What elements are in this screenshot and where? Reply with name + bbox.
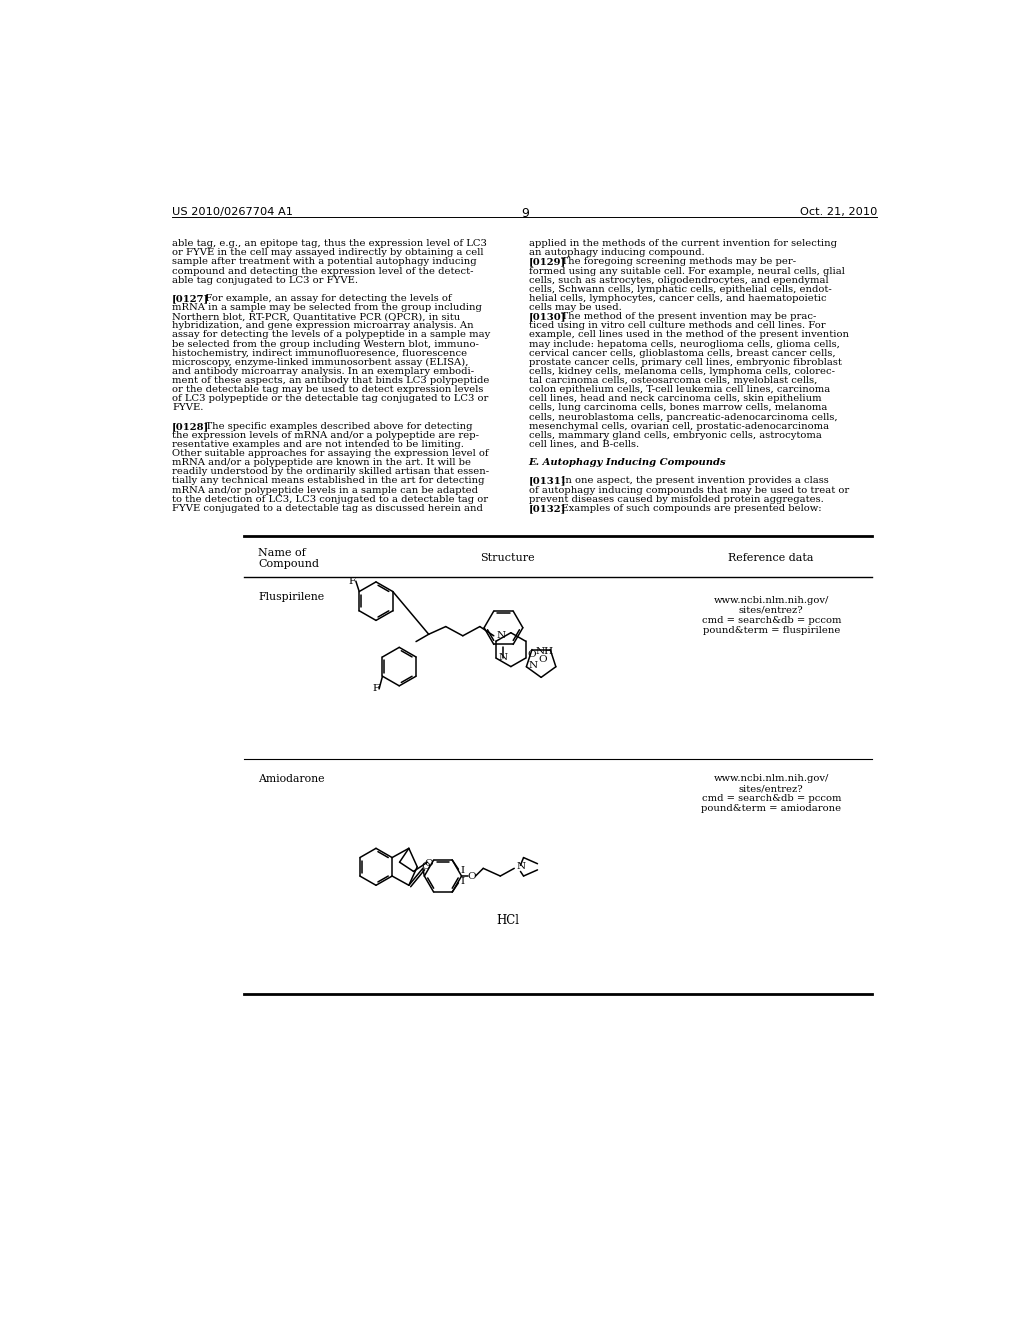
Text: cell lines, and B-cells.: cell lines, and B-cells. (528, 440, 639, 449)
Text: Reference data: Reference data (728, 553, 814, 564)
Text: assay for detecting the levels of a polypeptide in a sample may: assay for detecting the levels of a poly… (172, 330, 490, 339)
Text: example, cell lines used in the method of the present invention: example, cell lines used in the method o… (528, 330, 849, 339)
Text: cmd = search&db = pccom: cmd = search&db = pccom (701, 615, 841, 624)
Text: O: O (538, 655, 547, 664)
Text: and antibody microarray analysis. In an exemplary embodi-: and antibody microarray analysis. In an … (172, 367, 474, 376)
Text: cmd = search&db = pccom: cmd = search&db = pccom (701, 795, 841, 804)
Text: NH: NH (536, 647, 553, 656)
Text: Other suitable approaches for assaying the expression level of: Other suitable approaches for assaying t… (172, 449, 488, 458)
Text: Name of: Name of (258, 548, 306, 558)
Text: cells, lung carcinoma cells, bones marrow cells, melanoma: cells, lung carcinoma cells, bones marro… (528, 404, 827, 412)
Text: cells, mammary gland cells, embryonic cells, astrocytoma: cells, mammary gland cells, embryonic ce… (528, 430, 821, 440)
Text: Amiodarone: Amiodarone (258, 775, 325, 784)
Text: tially any technical means established in the art for detecting: tially any technical means established i… (172, 477, 484, 486)
Text: tal carcinoma cells, osteosarcoma cells, myeloblast cells,: tal carcinoma cells, osteosarcoma cells,… (528, 376, 817, 385)
Text: O: O (527, 649, 537, 659)
Text: sample after treatment with a potential autophagy inducing: sample after treatment with a potential … (172, 257, 477, 267)
Text: mRNA and/or polypeptide levels in a sample can be adapted: mRNA and/or polypeptide levels in a samp… (172, 486, 478, 495)
Text: mesenchymal cells, ovarian cell, prostatic-adenocarcinoma: mesenchymal cells, ovarian cell, prostat… (528, 422, 828, 430)
Text: F: F (349, 577, 356, 586)
Text: prevent diseases caused by misfolded protein aggregates.: prevent diseases caused by misfolded pro… (528, 495, 823, 504)
Text: Examples of such compounds are presented below:: Examples of such compounds are presented… (552, 504, 822, 513)
Text: may include: hepatoma cells, neuroglioma cells, glioma cells,: may include: hepatoma cells, neuroglioma… (528, 339, 840, 348)
Text: FYVE.: FYVE. (172, 404, 204, 412)
Text: O: O (424, 859, 433, 869)
Text: cell lines, head and neck carcinoma cells, skin epithelium: cell lines, head and neck carcinoma cell… (528, 395, 821, 404)
Text: Compound: Compound (258, 558, 319, 569)
Text: US 2010/0267704 A1: US 2010/0267704 A1 (172, 207, 293, 216)
Text: cells may be used.: cells may be used. (528, 304, 622, 312)
Text: For example, an assay for detecting the levels of: For example, an assay for detecting the … (196, 294, 452, 304)
Text: Oct. 21, 2010: Oct. 21, 2010 (800, 207, 878, 216)
Text: cells, neuroblastoma cells, pancreatic-adenocarcinoma cells,: cells, neuroblastoma cells, pancreatic-a… (528, 413, 838, 421)
Text: The foregoing screening methods may be per-: The foregoing screening methods may be p… (552, 257, 797, 267)
Text: cervical cancer cells, glioblastoma cells, breast cancer cells,: cervical cancer cells, glioblastoma cell… (528, 348, 836, 358)
Text: I: I (460, 876, 464, 886)
Text: of autophagy inducing compounds that may be used to treat or: of autophagy inducing compounds that may… (528, 486, 849, 495)
Text: an autophagy inducing compound.: an autophagy inducing compound. (528, 248, 705, 257)
Text: helial cells, lymphocytes, cancer cells, and haematopoietic: helial cells, lymphocytes, cancer cells,… (528, 294, 826, 304)
Text: [0127]: [0127] (172, 294, 210, 304)
Text: sites/entrez?: sites/entrez? (739, 784, 804, 793)
Text: Northern blot, RT-PCR, Quantitative PCR (QPCR), in situ: Northern blot, RT-PCR, Quantitative PCR … (172, 313, 461, 321)
Text: formed using any suitable cell. For example, neural cells, glial: formed using any suitable cell. For exam… (528, 267, 845, 276)
Text: [0132]: [0132] (528, 504, 566, 513)
Text: pound&term = amiodarone: pound&term = amiodarone (701, 804, 842, 813)
Text: pound&term = fluspirilene: pound&term = fluspirilene (702, 626, 840, 635)
Text: The method of the present invention may be prac-: The method of the present invention may … (552, 313, 816, 321)
Text: 9: 9 (521, 207, 528, 220)
Text: to the detection of LC3, LC3 conjugated to a detectable tag or: to the detection of LC3, LC3 conjugated … (172, 495, 488, 504)
Text: applied in the methods of the current invention for selecting: applied in the methods of the current in… (528, 239, 837, 248)
Text: colon epithelium cells, T-cell leukemia cell lines, carcinoma: colon epithelium cells, T-cell leukemia … (528, 385, 829, 395)
Text: the expression levels of mRNA and/or a polypeptide are rep-: the expression levels of mRNA and/or a p… (172, 430, 479, 440)
Text: HCl: HCl (497, 915, 519, 927)
Text: www.ncbi.nlm.nih.gov/: www.ncbi.nlm.nih.gov/ (714, 775, 829, 783)
Text: be selected from the group including Western blot, immuno-: be selected from the group including Wes… (172, 339, 479, 348)
Text: resentative examples and are not intended to be limiting.: resentative examples and are not intende… (172, 440, 464, 449)
Text: compound and detecting the expression level of the detect-: compound and detecting the expression le… (172, 267, 474, 276)
Text: cells, Schwann cells, lymphatic cells, epithelial cells, endot-: cells, Schwann cells, lymphatic cells, e… (528, 285, 831, 294)
Text: ticed using in vitro cell culture methods and cell lines. For: ticed using in vitro cell culture method… (528, 321, 825, 330)
Text: [0128]: [0128] (172, 422, 210, 430)
Text: hybridization, and gene expression microarray analysis. An: hybridization, and gene expression micro… (172, 321, 474, 330)
Text: In one aspect, the present invention provides a class: In one aspect, the present invention pro… (552, 477, 828, 486)
Text: able tag, e.g., an epitope tag, thus the expression level of LC3: able tag, e.g., an epitope tag, thus the… (172, 239, 487, 248)
Text: histochemistry, indirect immunofluoresence, fluorescence: histochemistry, indirect immunofluoresen… (172, 348, 467, 358)
Text: readily understood by the ordinarily skilled artisan that essen-: readily understood by the ordinarily ski… (172, 467, 489, 477)
Text: ment of these aspects, an antibody that binds LC3 polypeptide: ment of these aspects, an antibody that … (172, 376, 489, 385)
Text: N: N (496, 631, 505, 639)
Text: [0130]: [0130] (528, 313, 566, 321)
Text: FYVE conjugated to a detectable tag as discussed herein and: FYVE conjugated to a detectable tag as d… (172, 504, 483, 513)
Text: www.ncbi.nlm.nih.gov/: www.ncbi.nlm.nih.gov/ (714, 595, 829, 605)
Text: [0129]: [0129] (528, 257, 566, 267)
Text: sites/entrez?: sites/entrez? (739, 606, 804, 615)
Text: or FYVE in the cell may assayed indirectly by obtaining a cell: or FYVE in the cell may assayed indirect… (172, 248, 483, 257)
Text: E. Autophagy Inducing Compounds: E. Autophagy Inducing Compounds (528, 458, 726, 467)
Text: prostate cancer cells, primary cell lines, embryonic fibroblast: prostate cancer cells, primary cell line… (528, 358, 842, 367)
Text: I: I (460, 866, 464, 875)
Text: microscopy, enzyme-linked immunosorbent assay (ELISA),: microscopy, enzyme-linked immunosorbent … (172, 358, 469, 367)
Text: O: O (468, 871, 476, 880)
Text: O: O (421, 862, 430, 871)
Text: of LC3 polypeptide or the detectable tag conjugated to LC3 or: of LC3 polypeptide or the detectable tag… (172, 395, 488, 404)
Text: N: N (499, 653, 508, 663)
Text: mRNA in a sample may be selected from the group including: mRNA in a sample may be selected from th… (172, 304, 482, 312)
Text: cells, such as astrocytes, oligodendrocytes, and ependymal: cells, such as astrocytes, oligodendrocy… (528, 276, 828, 285)
Text: cells, kidney cells, melanoma cells, lymphoma cells, colorec-: cells, kidney cells, melanoma cells, lym… (528, 367, 835, 376)
Text: F: F (372, 685, 379, 693)
Text: Structure: Structure (480, 553, 536, 564)
Text: able tag conjugated to LC3 or FYVE.: able tag conjugated to LC3 or FYVE. (172, 276, 358, 285)
Text: mRNA and/or a polypeptide are known in the art. It will be: mRNA and/or a polypeptide are known in t… (172, 458, 471, 467)
Text: [0131]: [0131] (528, 477, 566, 486)
Text: or the detectable tag may be used to detect expression levels: or the detectable tag may be used to det… (172, 385, 483, 395)
Text: N: N (516, 862, 525, 871)
Text: N: N (528, 661, 538, 669)
Text: The specific examples described above for detecting: The specific examples described above fo… (196, 422, 472, 430)
Text: Fluspirilene: Fluspirilene (258, 591, 325, 602)
